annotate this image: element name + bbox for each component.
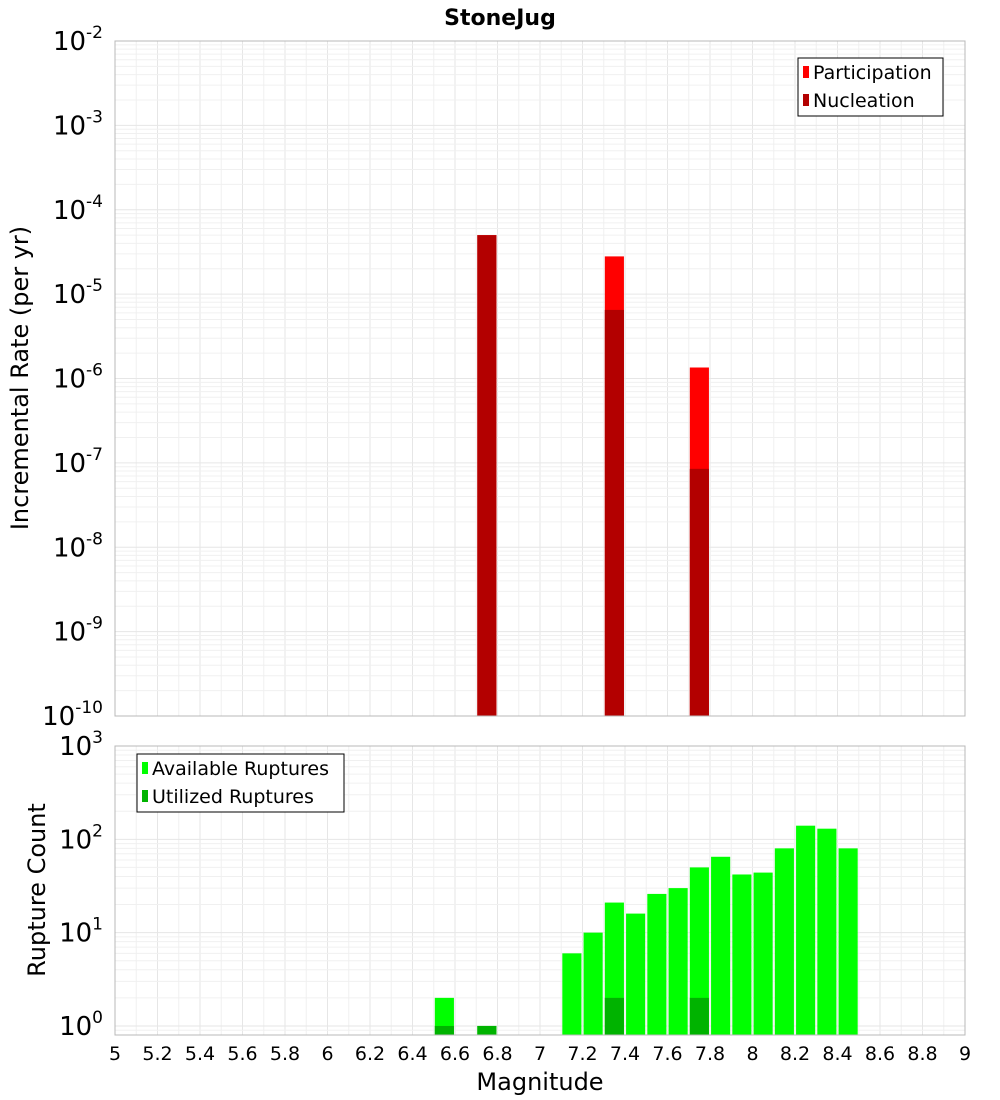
x-tick-label: 8 [746,1043,758,1065]
legend-swatch [142,762,148,774]
available-ruptures-bar [562,953,582,1035]
available-ruptures-bar [711,856,731,1035]
y-tick-label: 10-7 [53,445,103,479]
y-tick-label: 103 [59,728,103,762]
y-tick-label: 10-10 [42,698,103,732]
utilized-ruptures-bar [477,1025,497,1035]
rate-panel: 10-2 10-3 10-4 10-5 10-6 10-7 10-8 10-9 10-10 Par… [42,23,966,732]
available-ruptures-bar [817,828,837,1035]
available-ruptures-bar [689,867,709,1035]
x-tick-label: 8.2 [780,1043,810,1065]
legend-swatch [803,94,809,106]
available-ruptures-bar [732,874,752,1035]
x-tick-label: 5 [109,1043,121,1065]
x-tick-label: 6.2 [355,1043,385,1065]
x-tick-label: 8.8 [907,1043,937,1065]
y-tick-label: 100 [59,1008,103,1042]
bottom-y-axis-label: Rupture Count [23,803,51,977]
available-ruptures-bar [796,825,816,1035]
legend: Available Ruptures Utilized Ruptures [136,753,345,813]
x-tick-label: 5.4 [185,1043,215,1065]
nucleation-bar [604,309,624,716]
y-tick-label: 10-4 [53,192,103,226]
legend: Participation Nucleation [797,57,944,117]
available-ruptures-bar [434,997,454,1035]
y-tick-label: 102 [59,821,103,855]
legend-label: Utilized Ruptures [152,786,314,808]
x-tick-label: 7.6 [652,1043,682,1065]
x-tick-label: 6.8 [482,1043,512,1065]
plot-border [114,745,966,1036]
nucleation-bar [477,235,497,716]
available-ruptures-bar [753,872,773,1035]
x-axis-label: Magnitude [476,1068,603,1096]
x-tick-label: 9 [959,1043,971,1065]
available-ruptures-bar [626,913,646,1035]
available-ruptures-bar [583,932,603,1035]
y-tick-label: 10-6 [53,361,103,395]
x-tick-label: 8.4 [822,1043,852,1065]
legend-box [797,57,944,117]
y-tick-label: 10-3 [53,107,103,141]
utilized-ruptures-bar [434,1025,454,1035]
nucleation-bar [689,468,709,716]
available-ruptures-bar [647,893,667,1035]
x-tick-label: 7.4 [610,1043,640,1065]
chart-title: StoneJug [444,6,556,31]
legend-label: Nucleation [813,90,915,112]
x-tick-label: 5.2 [142,1043,172,1065]
utilized-ruptures-bar [604,997,624,1035]
x-tick-label: 8.6 [865,1043,895,1065]
available-ruptures-bar [668,888,688,1035]
available-ruptures-bar [838,848,858,1035]
x-tick-label: 6.4 [397,1043,427,1065]
x-tick-label: 7.8 [695,1043,725,1065]
legend-swatch [142,790,148,802]
x-tick-label: 6.6 [440,1043,470,1065]
y-tick-label: 101 [59,915,103,949]
y-tick-label: 10-9 [53,614,103,648]
y-tick-label: 10-8 [53,529,103,563]
x-tick-label: 7.2 [567,1043,597,1065]
utilized-ruptures-bar [689,997,709,1035]
y-tick-label: 10-5 [53,276,103,310]
x-tick-label: 7 [534,1043,546,1065]
legend-swatch [803,66,809,78]
top-y-axis-label: Incremental Rate (per yr) [6,226,34,530]
plot-border [114,40,966,717]
x-tick-label: 6 [321,1043,333,1065]
x-tick-label: 5.8 [270,1043,300,1065]
available-ruptures-bar [774,848,794,1035]
legend-label: Available Ruptures [152,758,329,780]
y-tick-label: 10-2 [53,23,103,57]
x-tick-label: 5.6 [227,1043,257,1065]
legend-label: Participation [813,62,932,84]
legend-box [136,753,345,813]
